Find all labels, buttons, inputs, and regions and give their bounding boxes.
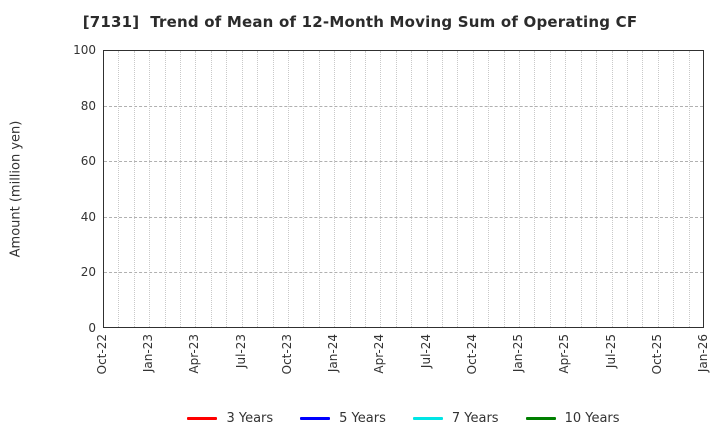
vertical-gridline [257,51,259,327]
vertical-gridline [287,51,289,327]
vertical-gridline [411,51,413,327]
vertical-gridline [364,51,366,327]
vertical-gridline [596,51,598,327]
plot-area [103,50,704,328]
x-tick-label: Jul-23 [233,334,248,369]
vertical-gridline [318,51,320,327]
vertical-gridline [426,51,428,327]
vertical-gridline [303,51,305,327]
legend-line-swatch [300,416,331,420]
vertical-gridline [519,51,521,327]
x-tick-label: Oct-24 [464,334,479,375]
vertical-gridline [488,51,490,327]
legend-line-swatch [525,416,556,420]
x-tick-label: Oct-25 [649,334,664,375]
x-tick-label: Jan-25 [511,334,526,373]
vertical-gridline [457,51,459,327]
vertical-gridline [380,51,382,327]
horizontal-gridline [104,161,703,163]
legend-item: 7 Years [412,410,499,426]
x-tick-label: Jan-24 [326,334,341,373]
vertical-gridline [195,51,197,327]
horizontal-gridline [104,216,703,218]
vertical-gridline [472,51,474,327]
y-tick-label: 80 [80,98,96,113]
horizontal-gridline [104,272,703,274]
legend-label: 5 Years [339,410,386,426]
vertical-gridline [210,51,212,327]
vertical-gridline [688,51,690,327]
vertical-gridline [272,51,274,327]
y-axis-label: Amount (million yen) [8,120,24,258]
vertical-gridline [226,51,228,327]
legend: 3 Years 5 Years 7 Years 10 Years [103,408,704,428]
chart-title: [7131] Trend of Mean of 12-Month Moving … [82,13,638,31]
vertical-gridline [241,51,243,327]
x-tick-label: Jan-23 [141,334,156,373]
vertical-gridline [149,51,151,327]
x-tick-label: Oct-22 [95,334,109,375]
vertical-gridline [673,51,675,327]
horizontal-gridline [104,105,703,107]
legend-label: 7 Years [451,410,499,426]
vertical-gridline [549,51,551,327]
vertical-gridline [442,51,444,327]
x-tick-label: Oct-23 [279,334,294,375]
vertical-gridline [503,51,505,327]
vertical-gridline [534,51,536,327]
x-tick-label: Jul-24 [418,334,433,369]
legend-item: 5 Years [300,411,386,426]
vertical-gridline [133,51,135,327]
legend-item: 3 Years [187,411,273,426]
x-tick-label: Apr-23 [187,334,202,374]
legend-line-swatch [187,416,218,420]
legend-label: 10 Years [564,410,620,426]
x-tick-label: Apr-25 [557,334,572,374]
vertical-gridline [334,51,336,327]
legend-line-swatch [412,416,443,420]
y-tick-label: 60 [80,154,96,169]
y-tick-label: 40 [80,209,96,224]
vertical-gridline [657,51,659,327]
x-tick-label: Jan-26 [696,334,710,373]
vertical-gridline [395,51,397,327]
vertical-gridline [164,51,166,327]
vertical-gridline [642,51,644,327]
y-tick-label: 0 [88,321,96,335]
vertical-gridline [611,51,613,327]
y-tick-label: 100 [73,43,96,57]
legend-label: 3 Years [226,410,274,426]
x-tick-label: Jul-25 [603,334,618,369]
vertical-gridline [565,51,567,327]
y-tick-label: 20 [80,265,96,280]
legend-item: 10 Years [525,410,620,426]
vertical-gridline [626,51,628,327]
vertical-gridline [349,51,351,327]
vertical-gridline [180,51,182,327]
x-tick-label: Apr-24 [372,334,387,374]
vertical-gridline [580,51,582,327]
vertical-gridline [118,51,120,327]
